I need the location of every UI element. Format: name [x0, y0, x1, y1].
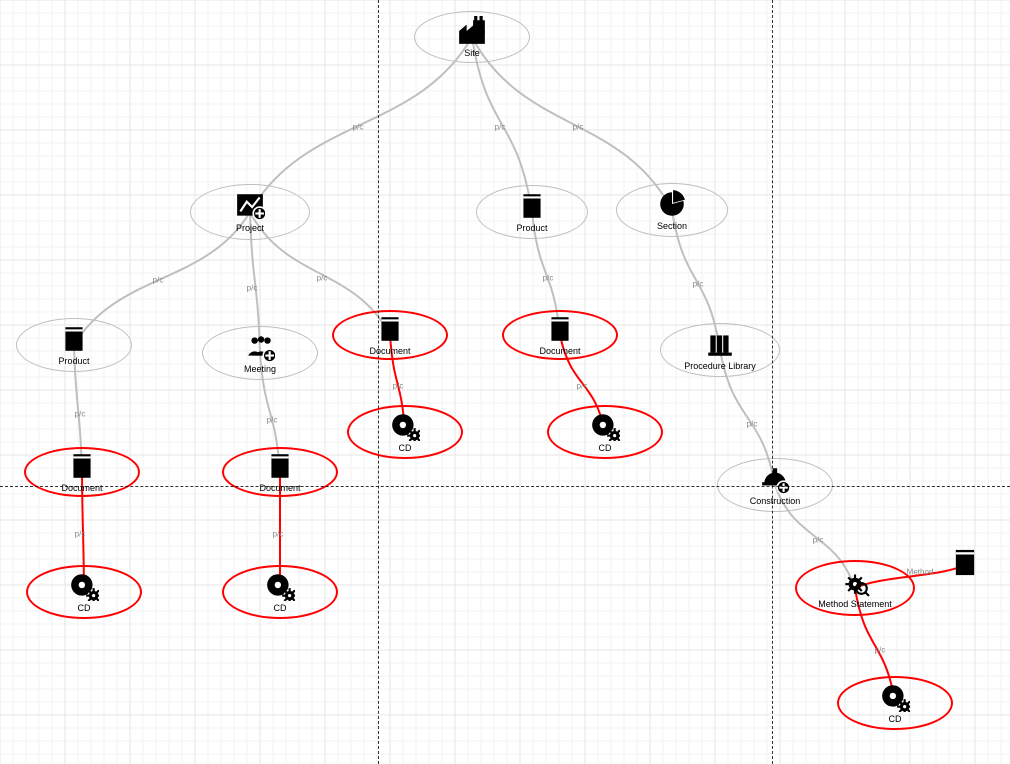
node-label: Product	[516, 223, 547, 233]
book-icon	[517, 191, 547, 221]
node-ellipse: Document	[502, 310, 618, 360]
node-ellipse: Construction	[717, 458, 833, 512]
node-project[interactable]: Project	[190, 184, 310, 240]
node-doc3[interactable]: Document	[24, 447, 140, 497]
node-doc1[interactable]: Document	[332, 310, 448, 360]
node-ellipse: Project	[190, 184, 310, 240]
cdgear-icon	[69, 571, 99, 601]
pie-icon	[657, 189, 687, 219]
node-label: CD	[274, 603, 287, 613]
node-label: CD	[599, 443, 612, 453]
node-label: CD	[399, 443, 412, 453]
edge-label: p/c	[317, 274, 328, 283]
meeting+-icon	[245, 332, 275, 362]
edges-layer	[0, 0, 1010, 764]
node-ellipse: CD	[547, 405, 663, 459]
node-ellipse: CD	[837, 676, 953, 730]
floating-bookfloat[interactable]	[949, 547, 981, 584]
edge-label: p/c	[247, 284, 258, 293]
node-label: Construction	[750, 496, 801, 506]
node-ellipse: Document	[24, 447, 140, 497]
node-site[interactable]: Site	[414, 11, 530, 63]
node-doc2[interactable]: Document	[502, 310, 618, 360]
node-label: Site	[464, 48, 480, 58]
node-ellipse: Document	[332, 310, 448, 360]
cdgear-icon	[880, 682, 910, 712]
factory-icon	[457, 16, 487, 46]
node-ellipse: Site	[414, 11, 530, 63]
page-break-vertical	[772, 0, 773, 764]
edge-label: p/c	[747, 420, 758, 429]
node-cd2[interactable]: CD	[547, 405, 663, 459]
node-product2[interactable]: Product	[16, 318, 132, 372]
node-cd5[interactable]: CD	[837, 676, 953, 730]
chart+-icon	[235, 191, 265, 221]
node-cd3[interactable]: CD	[26, 565, 142, 619]
hardhat+-icon	[760, 464, 790, 494]
node-meeting[interactable]: Meeting	[202, 326, 318, 380]
node-doc4[interactable]: Document	[222, 447, 338, 497]
edge-label: p/c	[573, 123, 584, 132]
node-cd1[interactable]: CD	[347, 405, 463, 459]
gearmag-icon	[840, 567, 870, 597]
node-ellipse: CD	[347, 405, 463, 459]
node-constr[interactable]: Construction	[717, 458, 833, 512]
node-label: Document	[61, 483, 102, 493]
edge-label: p/c	[75, 410, 86, 419]
page-break-horizontal	[0, 486, 1010, 487]
node-label: Procedure Library	[684, 361, 756, 371]
node-label: CD	[889, 714, 902, 724]
node-label: Document	[539, 346, 580, 356]
edge-label: p/c	[393, 382, 404, 391]
node-ellipse: Section	[616, 183, 728, 237]
node-cd4[interactable]: CD	[222, 565, 338, 619]
node-label: Meeting	[244, 364, 276, 374]
edge-label: p/c	[75, 530, 86, 539]
edge-label: p/c	[153, 276, 164, 285]
node-label: Project	[236, 223, 264, 233]
node-ellipse: Meeting	[202, 326, 318, 380]
node-product1[interactable]: Product	[476, 185, 588, 239]
node-ellipse: Product	[16, 318, 132, 372]
node-label: Product	[58, 356, 89, 366]
node-ellipse: Method Statement	[795, 560, 915, 616]
node-label: Document	[369, 346, 410, 356]
node-ellipse: CD	[222, 565, 338, 619]
node-ellipse: Product	[476, 185, 588, 239]
book-icon	[375, 314, 405, 344]
cdgear-icon	[390, 411, 420, 441]
edge-label: Method	[907, 568, 934, 577]
book-icon	[67, 451, 97, 481]
edge-label: p/c	[353, 123, 364, 132]
cdgear-icon	[265, 571, 295, 601]
node-label: Document	[259, 483, 300, 493]
node-label: Section	[657, 221, 687, 231]
node-ms[interactable]: Method Statement	[795, 560, 915, 616]
edge-label: p/c	[267, 416, 278, 425]
edge-label: p/c	[577, 382, 588, 391]
node-ellipse: CD	[26, 565, 142, 619]
diagram-canvas[interactable]: Site Project Product Section Product Meeting D…	[0, 0, 1010, 764]
cdgear-icon	[590, 411, 620, 441]
book-icon	[545, 314, 575, 344]
edge-label: p/c	[875, 646, 886, 655]
edge-label: p/c	[813, 536, 824, 545]
node-section[interactable]: Section	[616, 183, 728, 237]
node-ellipse: Procedure Library	[660, 323, 780, 377]
node-ellipse: Document	[222, 447, 338, 497]
book-icon	[59, 324, 89, 354]
library-icon	[705, 329, 735, 359]
edge-label: p/c	[693, 280, 704, 289]
edge-label: p/c	[543, 274, 554, 283]
node-plib[interactable]: Procedure Library	[660, 323, 780, 377]
book-icon	[265, 451, 295, 481]
node-label: Method Statement	[818, 599, 892, 609]
node-label: CD	[78, 603, 91, 613]
edge-label: p/c	[495, 123, 506, 132]
edge-label: p/c	[273, 530, 284, 539]
page-break-vertical	[378, 0, 379, 764]
